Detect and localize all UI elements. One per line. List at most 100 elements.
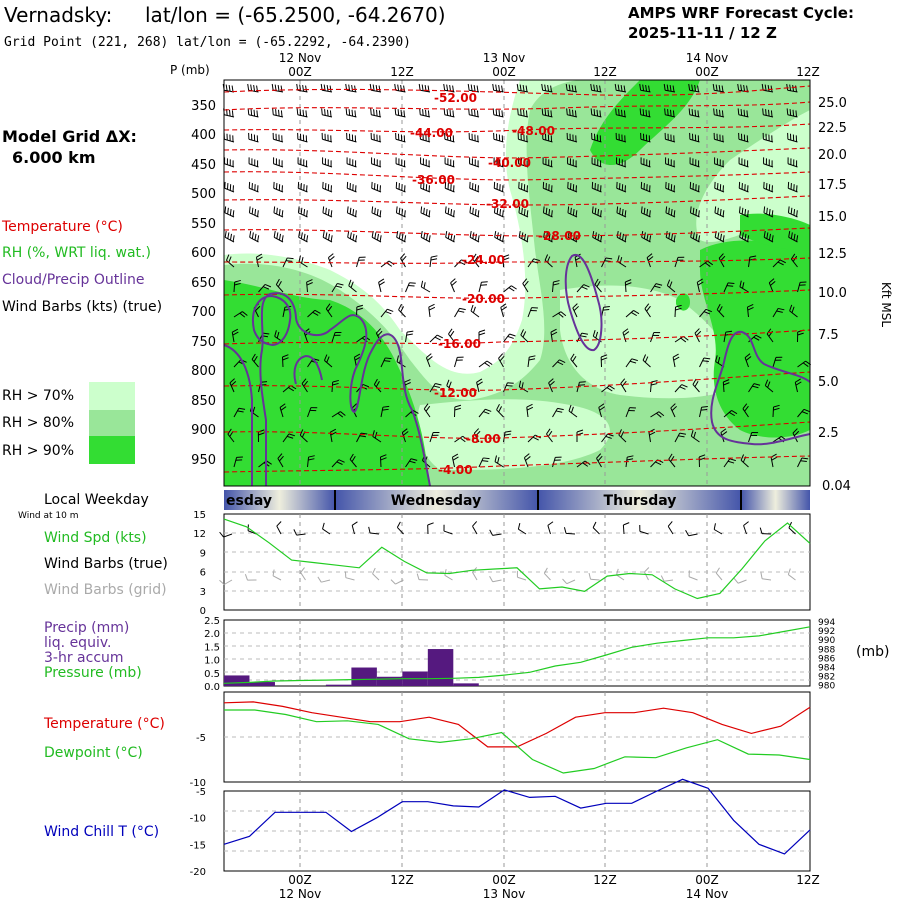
height-axis: 25.0 22.5 20.0 17.5 15.0 12.5 10.0 7.5 5…: [818, 96, 851, 494]
wind-barb-flag: [591, 108, 592, 114]
wind-barb-flag: [668, 109, 669, 115]
wind-barb-flag: [796, 110, 797, 116]
legend-temperature: Temperature (°C): [1, 219, 123, 235]
bottom-tick-label: 12Z: [390, 873, 414, 887]
y-tick-label: 2.0: [204, 629, 220, 640]
height-tick-label: 10.0: [818, 286, 847, 301]
wind-barb-flag: [426, 110, 427, 116]
wind-barb-flag: [420, 108, 421, 114]
temp-panel: -5-10: [190, 692, 810, 789]
pressure-tick-label: 850: [191, 394, 216, 409]
height-tick-label: 7.5: [818, 328, 839, 343]
precip-bar: [351, 668, 376, 686]
wind-barb-flag: [232, 110, 233, 116]
wind-barb: [723, 382, 724, 392]
wind-barb-flag: [741, 109, 742, 115]
y-tick-label: 2.5: [204, 616, 220, 627]
wind-barb-flag: [689, 108, 690, 114]
wind-barb-flag: [790, 109, 791, 115]
y-tick-label: 1.0: [204, 656, 220, 667]
isotherm-label: -16.00: [438, 337, 481, 351]
isotherm-label: -36.00: [412, 173, 455, 187]
wind-chill-label: Wind Chill T (°C): [44, 824, 159, 840]
wind-barb-flag: [594, 109, 595, 115]
wind-barb-flag: [404, 110, 405, 116]
pressure-tick-label: 750: [191, 335, 216, 350]
wind-barb-flag: [220, 532, 224, 537]
wind-barb-flag: [502, 110, 503, 116]
weekday-name: esday: [226, 493, 272, 509]
chill-panel: -5-10-15-20: [190, 779, 810, 878]
wind-barb-flag: [472, 109, 473, 115]
wind-barb-flag: [477, 110, 478, 116]
wind-barb-flag: [649, 110, 650, 116]
pressure-label: Pressure (mb): [44, 665, 142, 681]
wind-barb-flag: [328, 110, 329, 116]
wind-barb-flag: [573, 110, 574, 116]
height-tick-label: 5.0: [818, 375, 839, 390]
wind-barb-flag: [717, 109, 718, 115]
wind-barb-flag: [671, 110, 672, 116]
y-tick-label: 3: [200, 587, 206, 598]
precip-bar: [224, 675, 249, 686]
grid-point-info: Grid Point (221, 268) lat/lon = (-65.229…: [4, 35, 411, 50]
wind-barb-flag: [643, 109, 644, 115]
pressure-tick-label: 900: [191, 423, 216, 438]
isotherm-label: -44.00: [410, 126, 453, 140]
wind-barb-flag: [281, 110, 282, 116]
rh90-swatch: [89, 436, 135, 464]
wind-barb-flag: [254, 110, 255, 116]
wind-barb-flag: [499, 110, 500, 116]
wind-barb-flag: [665, 108, 666, 114]
weekday-bar: esday Wednesday Thursday: [224, 490, 810, 510]
weekday-name: Wednesday: [391, 493, 481, 509]
wind-barb-flag: [738, 108, 739, 114]
wind-barb-flag: [447, 109, 448, 115]
wind-barb-flag: [551, 110, 552, 116]
height-tick-label: 2.5: [818, 426, 839, 441]
height-tick-label: 25.0: [818, 96, 847, 111]
isotherm-label: -32.00: [486, 197, 529, 211]
wind-barb-flag: [769, 110, 770, 116]
wind-barb-flag: [257, 110, 258, 116]
wind-barb-flag: [575, 110, 576, 116]
station-name: Vernadsky:: [4, 3, 112, 27]
bottom-tick-label: 00Z: [492, 873, 516, 887]
bottom-date-label: 13 Nov: [483, 887, 526, 900]
wind-barb-flag: [300, 109, 301, 115]
y-tick-label: 0.0: [204, 682, 220, 693]
top-tick-label: 00Z: [695, 65, 719, 79]
wind-barb: [234, 282, 235, 292]
wind-barb-flag: [507, 383, 513, 384]
wind-barb-flag: [793, 110, 794, 116]
top-tick-label: 00Z: [288, 65, 312, 79]
y-tick-label: 6: [200, 568, 206, 579]
y-tick-label: 12: [193, 529, 206, 540]
y-tick-label: 9: [200, 548, 206, 559]
wind-barb-flag: [624, 110, 625, 116]
wind-barb-flag: [673, 110, 674, 116]
wind-barb-flag: [306, 110, 307, 116]
bottom-tick-label: 12Z: [796, 873, 820, 887]
wind-barb-flag: [401, 110, 402, 116]
bottom-tick-label: 00Z: [695, 873, 719, 887]
wind-barb-flag: [377, 110, 378, 116]
cycle-title: AMPS WRF Forecast Cycle:: [628, 4, 854, 22]
wind-barb-flag: [279, 110, 280, 116]
weekday-sublabel: Wind at 10 m: [18, 511, 78, 521]
top-date-label: 14 Nov: [686, 51, 729, 65]
wind-barb-flag: [371, 108, 372, 114]
wind-barb-flag: [692, 109, 693, 115]
precip-bar: [377, 677, 402, 686]
y-tick-label: -10: [190, 814, 206, 825]
wind-barb-flag: [346, 108, 347, 114]
wind-barb-flag: [450, 110, 451, 116]
wind-barb-flag: [524, 110, 525, 116]
wind-barb-flag: [702, 407, 708, 408]
wind-barb-flag: [398, 109, 399, 115]
bottom-tick-label: 12Z: [593, 873, 617, 887]
precip-bar: [428, 649, 453, 686]
top-date-label: 13 Nov: [483, 51, 526, 65]
pressure-tick-label: 980: [818, 682, 835, 692]
pressure-tick-label: 600: [191, 246, 216, 261]
